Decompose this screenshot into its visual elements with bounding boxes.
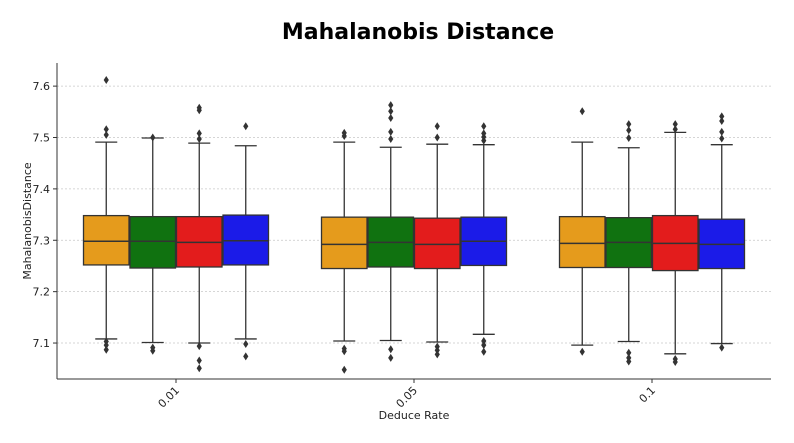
outlier-point	[719, 343, 725, 352]
box-iqr	[129, 215, 177, 269]
box-iqr	[222, 214, 270, 266]
outlier-point	[672, 358, 678, 367]
x-axis-label: Deduce Rate	[379, 409, 450, 422]
outlier-point	[103, 130, 109, 139]
outlier-point	[341, 128, 347, 137]
outlier-point	[481, 336, 487, 345]
y-tick-label: 7.5	[33, 132, 51, 145]
outlier-point	[103, 125, 109, 134]
outlier-point	[672, 120, 678, 129]
box-iqr	[413, 217, 461, 270]
outlier-point	[196, 342, 202, 351]
outlier-point	[626, 126, 632, 135]
outlier-point	[579, 107, 585, 116]
outlier-point	[388, 107, 394, 116]
outlier-point	[626, 348, 632, 357]
outlier-point	[434, 122, 440, 131]
outlier-point	[103, 341, 109, 350]
y-tick-label: 7.1	[33, 337, 51, 350]
outlier-point	[626, 357, 632, 366]
box-layer	[82, 75, 746, 374]
outlier-point	[243, 340, 249, 349]
outlier-point	[626, 134, 632, 143]
box-iqr	[82, 214, 130, 266]
outlier-point	[150, 346, 156, 355]
y-tick-label: 7.4	[33, 183, 51, 196]
outlier-point	[196, 135, 202, 144]
outlier-point	[388, 127, 394, 136]
outlier-point	[388, 345, 394, 354]
outlier-point	[719, 112, 725, 121]
outlier-point	[626, 120, 632, 129]
chart-title: Mahalanobis Distance	[281, 20, 555, 45]
outlier-point	[388, 135, 394, 144]
outlier-point	[341, 365, 347, 374]
y-tick-label: 7.2	[33, 286, 51, 299]
outlier-point	[196, 129, 202, 138]
outlier-point	[243, 122, 249, 131]
outlier-point	[481, 341, 487, 350]
outlier-point	[150, 133, 156, 142]
outlier-point	[196, 103, 202, 112]
outlier-point	[579, 347, 585, 356]
outlier-point	[434, 350, 440, 359]
outlier-point	[103, 75, 109, 84]
outlier-point	[434, 346, 440, 355]
outlier-point	[719, 127, 725, 136]
outlier-point	[196, 356, 202, 365]
x-tick-label: 0.1	[637, 384, 659, 406]
y-axis-label: MahalanobisDistance	[21, 162, 34, 280]
outlier-point	[434, 133, 440, 142]
x-tick-label: 0.01	[156, 384, 183, 411]
box-iqr	[558, 215, 606, 269]
outlier-point	[243, 352, 249, 361]
grid-lines	[57, 85, 771, 344]
outlier-point	[481, 122, 487, 131]
x-tick-label: 0.05	[394, 384, 421, 411]
outlier-point	[672, 125, 678, 134]
outlier-point	[719, 134, 725, 143]
outlier-point	[388, 101, 394, 110]
y-tick-label: 7.6	[33, 80, 51, 93]
outlier-point	[103, 345, 109, 354]
outlier-point	[481, 129, 487, 138]
outlier-point	[719, 117, 725, 126]
outlier-point	[388, 353, 394, 362]
outlier-point	[196, 364, 202, 373]
outlier-point	[481, 347, 487, 356]
outlier-point	[388, 113, 394, 122]
box-iqr	[320, 216, 368, 270]
y-tick-label: 7.3	[33, 234, 51, 247]
outlier-point	[341, 347, 347, 356]
